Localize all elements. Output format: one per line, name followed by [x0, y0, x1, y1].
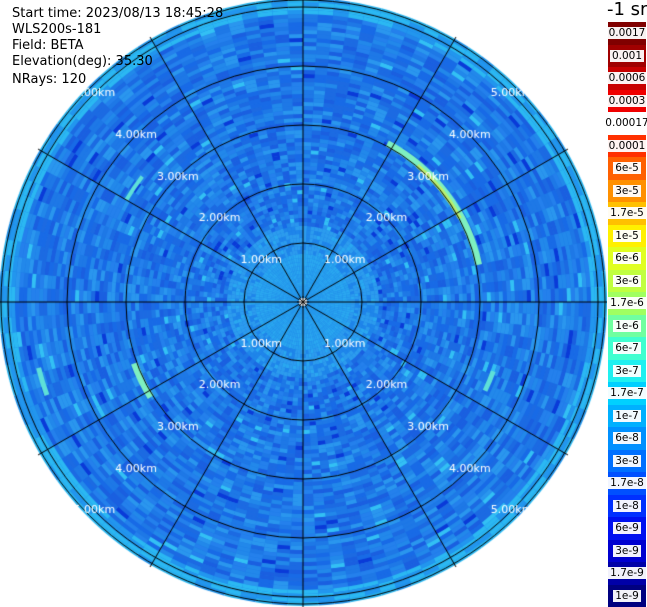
colorbar-tick-label: 1e-9 [613, 589, 641, 602]
elevation-text: Elevation(deg): 35.30 [12, 54, 153, 69]
colorbar-tick-label: 0.001 [609, 49, 645, 62]
colorbar-cell: 1e-5 [608, 224, 646, 247]
colorbar-cell: 0.0006 [606, 67, 647, 90]
colorbar-cell: 0.0003 [606, 89, 647, 112]
colorbar-cell: 1e-9 [608, 584, 646, 607]
colorbar-tick-label: 0.0003 [606, 94, 647, 107]
colorbar-tick-label: 0.0001 [606, 139, 647, 152]
nrays-text: NRays: 120 [12, 72, 87, 87]
colorbar-cell: 3e-6 [608, 269, 646, 292]
colorbar-tick-label: 6e-9 [613, 522, 641, 535]
colorbar-cell: 1.7e-5 [608, 202, 646, 225]
colorbar-cell: 6e-9 [608, 517, 646, 540]
colorbar-unit: -1 sr [607, 0, 647, 20]
instrument-name-text: WLS200s-181 [12, 22, 102, 37]
colorbar-tick-label: 1e-6 [613, 319, 641, 332]
colorbar-cell: 3e-7 [608, 359, 646, 382]
colorbar-cell: 6e-7 [608, 337, 646, 360]
colorbar-tick-label: 6e-8 [613, 432, 641, 445]
colorbar-tick-label: 6e-6 [613, 252, 641, 265]
colorbar-tick-label: 0.00017 [603, 117, 647, 130]
colorbar-cell: 6e-8 [608, 427, 646, 450]
colorbar-cell: 1.7e-9 [608, 562, 646, 585]
ppi-polar-plot [0, 0, 607, 607]
colorbar-cell: 0.0017 [606, 22, 647, 45]
field-text: Field: BETA [12, 38, 84, 53]
colorbar-cell: 3e-5 [608, 179, 646, 202]
colorbar-cell: 3e-9 [608, 539, 646, 562]
colorbar-tick-label: 3e-5 [613, 184, 641, 197]
colorbar-cell: 1e-6 [608, 314, 646, 337]
colorbar-tick-label: 0.0017 [606, 27, 647, 40]
colorbar-cell: 0.0001 [606, 134, 647, 157]
colorbar-cell: 1.7e-8 [608, 472, 646, 495]
colorbar-tick-label: 0.0006 [606, 72, 647, 85]
colorbar-cell: 3e-8 [608, 449, 646, 472]
colorbar-cell: 6e-5 [608, 157, 646, 180]
colorbar-cell: 6e-6 [608, 247, 646, 270]
colorbar-cell: 0.001 [608, 44, 646, 67]
colorbar-tick-label: 6e-5 [613, 162, 641, 175]
colorbar-cell: 1e-7 [608, 404, 646, 427]
colorbar-cell: 0.00017 [603, 112, 647, 135]
start-time-text: Start time: 2023/08/13 18:45:28 [12, 6, 224, 21]
colorbar-tick-label: 1.7e-5 [608, 207, 646, 220]
colorbar-tick-label: 1e-7 [613, 409, 641, 422]
colorbar-cell: 1.7e-6 [608, 292, 646, 315]
colorbar-tick-label: 1.7e-9 [608, 567, 646, 580]
colorbar-tick-label: 1.7e-8 [608, 477, 646, 490]
colorbar-tick-label: 3e-7 [613, 364, 641, 377]
colorbar-tick-label: 6e-7 [613, 342, 641, 355]
colorbar-tick-label: 1e-5 [613, 229, 641, 242]
colorbar-cell: 1e-8 [608, 494, 646, 517]
colorbar-cell: 1.7e-7 [608, 382, 646, 405]
colorbar-tick-label: 1e-8 [613, 499, 641, 512]
colorbar-tick-label: 3e-8 [613, 454, 641, 467]
colorbar-tick-label: 3e-9 [613, 544, 641, 557]
colorbar-tick-label: 1.7e-7 [608, 387, 646, 400]
colorbar-tick-label: 1.7e-6 [608, 297, 646, 310]
colorbar-tick-label: 3e-6 [613, 274, 641, 287]
